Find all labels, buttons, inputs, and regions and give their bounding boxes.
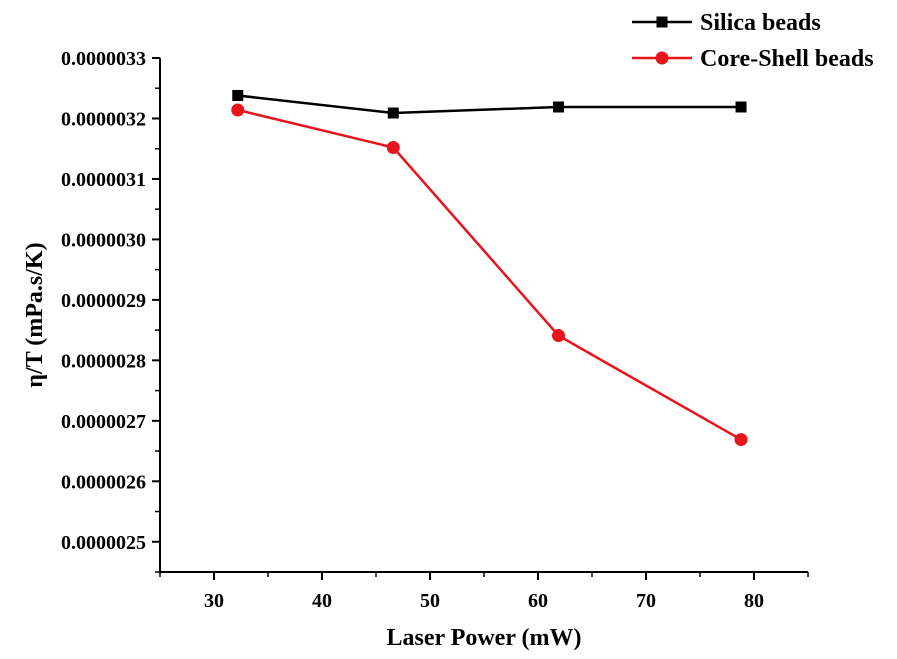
- y-tick-label: 0.0000031: [61, 169, 146, 191]
- y-tick-label: 0.0000026: [61, 471, 146, 493]
- data-point: [387, 107, 399, 119]
- data-point: [231, 103, 245, 117]
- x-tick-label: 40: [312, 590, 332, 612]
- legend-marker: [656, 16, 668, 28]
- y-tick-label: 0.0000032: [61, 108, 146, 130]
- x-tick-label: 60: [528, 590, 548, 612]
- x-tick-label: 80: [744, 590, 764, 612]
- data-point: [734, 433, 748, 447]
- y-tick-label: 0.0000027: [61, 411, 146, 433]
- y-tick-label: 0.0000028: [61, 350, 146, 372]
- data-point: [232, 89, 244, 101]
- data-point: [552, 329, 566, 343]
- plot-series: [231, 89, 748, 447]
- legend-label: Core-Shell beads: [700, 46, 874, 72]
- legend: Silica beads Core-Shell beads: [632, 10, 874, 72]
- y-axis-title: η/T (mPa.s/K): [22, 242, 48, 387]
- x-tick-label: 70: [636, 590, 656, 612]
- series-line: [237, 94, 741, 115]
- x-tick-label: 30: [204, 590, 224, 612]
- y-tick-label: 0.0000033: [61, 48, 146, 70]
- y-tick-label: 0.0000030: [61, 229, 146, 251]
- data-point: [553, 101, 565, 113]
- legend-marker: [655, 51, 669, 65]
- x-axis-title: Laser Power (mW): [386, 625, 581, 651]
- series-1: [232, 89, 747, 119]
- data-point: [735, 101, 747, 113]
- legend-item: Core-Shell beads: [632, 46, 874, 72]
- x-tick-label: 50: [420, 590, 440, 612]
- legend-label: Silica beads: [700, 10, 821, 36]
- data-point: [386, 140, 400, 154]
- axes: 30 40 50 60 70 80 0.0000025 0.0000026 0.0000027 0…: [61, 48, 809, 612]
- series-2: [231, 103, 748, 447]
- series-line: [237, 108, 742, 441]
- legend-item: Silica beads: [632, 10, 821, 36]
- y-tick-label: 0.0000025: [61, 532, 146, 554]
- y-tick-label: 0.0000029: [61, 290, 146, 312]
